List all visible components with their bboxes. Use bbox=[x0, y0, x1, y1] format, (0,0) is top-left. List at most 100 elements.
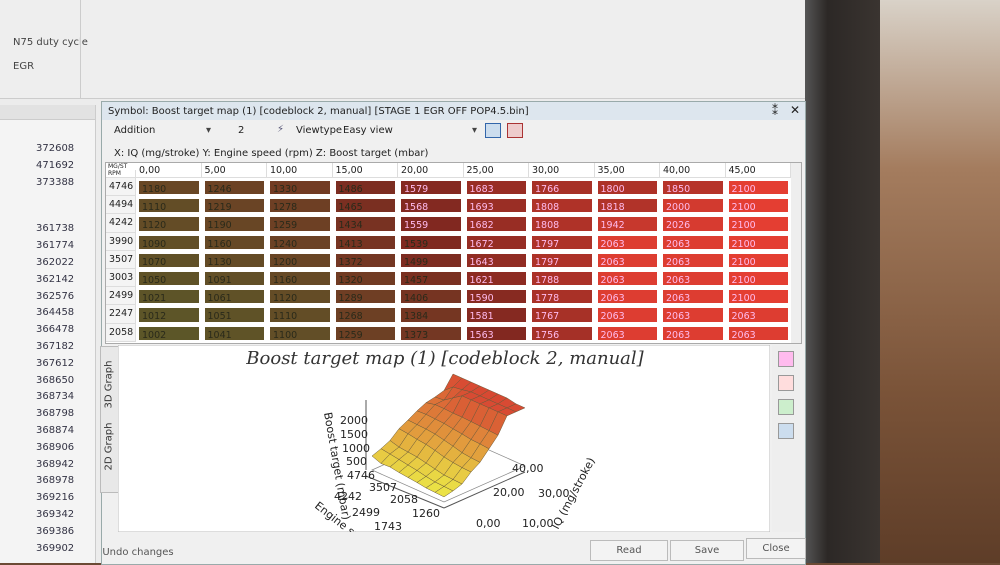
tool-icon[interactable] bbox=[778, 399, 794, 415]
address-item: 368650 bbox=[36, 374, 75, 386]
address-item: 368978 bbox=[36, 475, 75, 487]
tool-icon[interactable] bbox=[778, 375, 794, 391]
dropdown-arrow[interactable]: ▾ bbox=[472, 125, 478, 136]
map-cell: 2100 bbox=[727, 198, 789, 214]
close-x[interactable]: ✕ bbox=[790, 103, 801, 117]
amount-input[interactable]: 2 bbox=[238, 125, 245, 136]
map-cell: 1778 bbox=[531, 289, 593, 305]
address-item: 367182 bbox=[36, 341, 75, 352]
map-cell: 1160 bbox=[203, 234, 265, 250]
tool-icon[interactable] bbox=[778, 351, 794, 367]
dropdown-arrow[interactable]: ▾ bbox=[206, 125, 212, 136]
map-cell: 1259 bbox=[334, 325, 396, 341]
map-cell: 1499 bbox=[400, 252, 462, 268]
x-tick-label: 10,00 bbox=[522, 517, 554, 530]
address-item: 362022 bbox=[36, 257, 75, 268]
window-title: Symbol: Boost target map (1) [codeblock … bbox=[108, 106, 529, 117]
map-cell: 1413 bbox=[334, 234, 396, 250]
map-cell: 2100 bbox=[727, 289, 789, 305]
viewtype-select[interactable]: Easy view bbox=[343, 125, 393, 136]
map-cell: 1219 bbox=[203, 198, 265, 214]
tool-icon[interactable] bbox=[778, 423, 794, 439]
map-cell: 1278 bbox=[269, 198, 331, 214]
row-header: 3003 bbox=[106, 269, 136, 288]
address-item: 361738 bbox=[36, 223, 75, 235]
undo-button[interactable]: Undo changes bbox=[102, 547, 174, 558]
y-axis bbox=[365, 475, 445, 509]
corner-label: MG/ST bbox=[108, 163, 128, 170]
read-button[interactable]: Read bbox=[590, 540, 668, 561]
graph-3d: Boost target map (1) [codeblock 2, manua… bbox=[118, 345, 770, 532]
map-cell: 1130 bbox=[203, 252, 265, 268]
graph-tools bbox=[772, 345, 800, 532]
map-cell: 1180 bbox=[138, 180, 200, 196]
map-cell: 2063 bbox=[662, 325, 724, 341]
map-cell: 2000 bbox=[662, 198, 724, 214]
row-header: 3507 bbox=[106, 250, 136, 269]
address-item: 368734 bbox=[36, 391, 75, 403]
row-header: 2499 bbox=[106, 287, 136, 306]
list-header bbox=[0, 105, 95, 120]
map-cell: 1693 bbox=[465, 198, 527, 214]
y-tick-label: 1743 bbox=[374, 520, 402, 532]
close-button[interactable]: Close bbox=[746, 538, 806, 559]
address-item: 369386 bbox=[36, 525, 75, 537]
side-item[interactable]: EGR bbox=[13, 61, 35, 72]
pin-button[interactable]: ⁑ bbox=[772, 104, 778, 118]
map-cell: 1486 bbox=[334, 180, 396, 196]
z-tick-label: 1500 bbox=[340, 428, 368, 441]
map-cell: 1797 bbox=[531, 252, 593, 268]
map-cell: 2100 bbox=[727, 271, 789, 287]
map-cell: 1268 bbox=[334, 307, 396, 323]
map-cell: 2100 bbox=[727, 234, 789, 250]
map-cell: 1434 bbox=[334, 216, 396, 232]
tab[interactable]: 3D Graph bbox=[103, 360, 115, 409]
toolbar-icon[interactable] bbox=[485, 123, 501, 138]
map-cell: 1581 bbox=[465, 307, 527, 323]
column-header: 25,00 bbox=[463, 163, 529, 178]
map-cell: 1406 bbox=[400, 289, 462, 305]
map-cell: 1070 bbox=[138, 252, 200, 268]
map-cell: 2063 bbox=[662, 252, 724, 268]
address-item: 362142 bbox=[36, 273, 75, 285]
scrollbar[interactable] bbox=[791, 163, 801, 343]
map-cell: 1756 bbox=[531, 325, 593, 341]
address-item: 364458 bbox=[36, 307, 75, 319]
map-cell: 1767 bbox=[531, 307, 593, 323]
map-cell: 2063 bbox=[662, 289, 724, 305]
side-item[interactable]: N75 duty cycle bbox=[13, 37, 88, 48]
address-item: 369216 bbox=[36, 492, 75, 504]
title-bar bbox=[102, 102, 805, 120]
map-cell: 1373 bbox=[400, 325, 462, 341]
operation-select[interactable]: Addition bbox=[114, 125, 156, 136]
map-cell: 1808 bbox=[531, 216, 593, 232]
map-cell: 1120 bbox=[138, 216, 200, 232]
map-cell: 2063 bbox=[596, 307, 658, 323]
column-header: 30,00 bbox=[529, 163, 595, 178]
map-cell: 1384 bbox=[400, 307, 462, 323]
map-cell: 1289 bbox=[334, 289, 396, 305]
top-panel: N75 duty cycle EGR bbox=[0, 0, 805, 99]
address-item: 368906 bbox=[36, 441, 75, 453]
x-tick-label: 0,00 bbox=[476, 517, 501, 530]
map-cell: 1320 bbox=[334, 271, 396, 287]
row-header: 4746 bbox=[106, 178, 136, 197]
map-cell: 1621 bbox=[465, 271, 527, 287]
toolbar-icon[interactable] bbox=[507, 123, 523, 138]
graph-title: Boost target map (1) [codeblock 2, manua… bbox=[245, 348, 644, 369]
map-cell: 1110 bbox=[138, 198, 200, 214]
map-cell: 1942 bbox=[596, 216, 658, 232]
address-list: 372608 471692 373388 361738 361774 362022 3621… bbox=[0, 105, 96, 563]
map-cell: 2063 bbox=[596, 325, 658, 341]
apply-icon[interactable]: ⚡ bbox=[277, 124, 285, 135]
map-cell: 1672 bbox=[465, 234, 527, 250]
tab[interactable]: 2D Graph bbox=[103, 422, 115, 471]
save-button[interactable]: Save bbox=[670, 540, 744, 561]
corner-label: RPM bbox=[106, 170, 136, 178]
map-cell: 1061 bbox=[203, 289, 265, 305]
row-header: 3990 bbox=[106, 232, 136, 251]
map-cell: 2063 bbox=[662, 234, 724, 250]
map-cell: 1050 bbox=[138, 271, 200, 287]
map-cell: 1800 bbox=[596, 180, 658, 196]
